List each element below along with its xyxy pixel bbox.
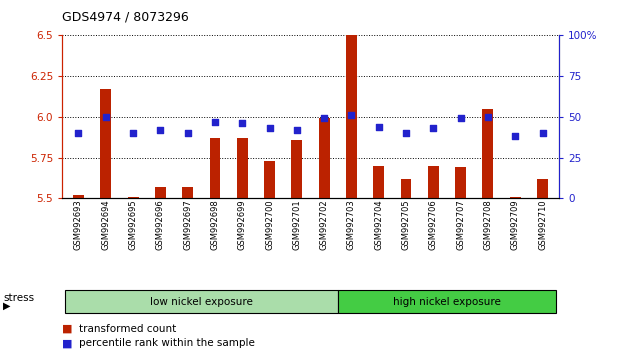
Bar xyxy=(209,138,220,198)
Bar xyxy=(455,167,466,198)
Point xyxy=(401,130,411,136)
Point xyxy=(347,112,356,118)
Point xyxy=(483,114,493,120)
Bar xyxy=(346,35,357,198)
Bar xyxy=(73,195,84,198)
Bar xyxy=(182,187,193,198)
Point xyxy=(292,127,302,133)
Bar xyxy=(291,139,302,198)
Point xyxy=(538,130,548,136)
Bar xyxy=(537,179,548,198)
Text: low nickel exposure: low nickel exposure xyxy=(150,297,253,307)
Point xyxy=(101,114,111,120)
Bar xyxy=(483,109,494,198)
Text: ▶: ▶ xyxy=(3,301,11,311)
Text: ■: ■ xyxy=(62,338,73,348)
Point xyxy=(73,130,83,136)
Text: GDS4974 / 8073296: GDS4974 / 8073296 xyxy=(62,11,189,24)
Bar xyxy=(127,196,138,198)
Point xyxy=(510,133,520,139)
Text: ■: ■ xyxy=(62,324,73,333)
Bar xyxy=(101,89,111,198)
Point xyxy=(128,130,138,136)
Bar xyxy=(264,161,275,198)
Text: stress: stress xyxy=(3,292,34,303)
Point xyxy=(456,116,466,121)
Point xyxy=(428,125,438,131)
Bar xyxy=(401,179,412,198)
Point xyxy=(319,116,329,121)
Bar xyxy=(428,166,439,198)
Bar xyxy=(373,166,384,198)
Point xyxy=(265,125,274,131)
Point xyxy=(155,127,165,133)
Text: high nickel exposure: high nickel exposure xyxy=(393,297,501,307)
Point xyxy=(210,119,220,125)
Bar xyxy=(510,196,520,198)
Bar xyxy=(155,187,166,198)
Point xyxy=(374,124,384,130)
Point xyxy=(237,120,247,126)
Text: percentile rank within the sample: percentile rank within the sample xyxy=(79,338,255,348)
Bar xyxy=(237,138,248,198)
Point xyxy=(183,130,193,136)
Bar xyxy=(319,119,330,198)
Text: transformed count: transformed count xyxy=(79,324,177,333)
